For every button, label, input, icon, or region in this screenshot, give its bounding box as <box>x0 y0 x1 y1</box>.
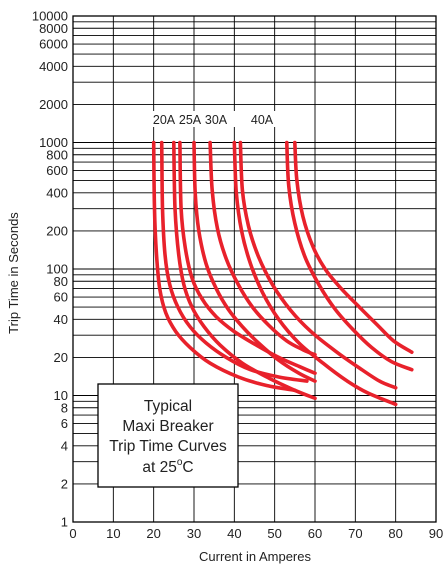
x-tick-label: 10 <box>106 526 120 541</box>
y-tick-label: 40 <box>54 312 68 327</box>
x-tick-label: 20 <box>146 526 160 541</box>
y-tick-label: 4000 <box>39 59 68 74</box>
y-tick-label: 2 <box>61 476 68 491</box>
y-tick-label: 8 <box>61 400 68 415</box>
y-tick-label: 20 <box>54 350 68 365</box>
y-tick-label: 600 <box>46 163 68 178</box>
x-tick-label: 40 <box>227 526 241 541</box>
annotation-line-3: Trip Time Curves <box>109 438 227 455</box>
trip-curve-30a <box>192 140 317 383</box>
series-labels: 20A 25A 30A 40A <box>140 111 282 127</box>
plot-frame <box>72 15 437 523</box>
x-tick-label: 50 <box>267 526 281 541</box>
series-label-30a: 30A <box>205 113 228 127</box>
y-tick-label: 10 <box>54 388 68 403</box>
y-tick-label: 8000 <box>39 21 68 36</box>
x-tick-label: 60 <box>308 526 322 541</box>
annotation-line-4-main: at 25 <box>142 459 176 476</box>
y-tick-label: 10000 <box>32 9 68 24</box>
y-tick-label: 100 <box>46 262 68 277</box>
series-label-25a: 25A <box>179 113 202 127</box>
y-tick-label: 80 <box>54 274 68 289</box>
y-tick-label: 6000 <box>39 37 68 52</box>
x-tick-label: 30 <box>187 526 201 541</box>
x-tick-label: 0 <box>69 526 76 541</box>
x-axis-label: Current in Amperes <box>199 549 311 564</box>
series-label-background <box>140 111 282 127</box>
annotation-line-2: Maxi Breaker <box>122 418 213 435</box>
trip-curve-40a <box>238 140 398 390</box>
x-tick-label: 90 <box>429 526 443 541</box>
y-tick-label: 4 <box>61 438 68 453</box>
series-label-20a: 20A <box>153 113 176 127</box>
annotation-line-1: Typical <box>144 398 192 415</box>
trip-curve-40a <box>293 140 414 354</box>
series-label-40a: 40A <box>251 113 274 127</box>
trip-curve-25a <box>172 140 317 401</box>
x-tick-label: 70 <box>348 526 362 541</box>
trip-curve-40a <box>232 140 398 407</box>
y-tick-label: 6 <box>61 416 68 431</box>
y-tick-label: 2000 <box>39 97 68 112</box>
annotation-degree-mark: o <box>177 457 183 468</box>
y-tick-label: 800 <box>46 147 68 162</box>
trip-curve-20a <box>151 140 297 393</box>
annotation-line-4-unit: C <box>182 459 193 476</box>
annotation-line-4: at 25oC <box>142 457 193 476</box>
trip-curves <box>151 140 414 407</box>
y-axis-label: Trip Time in Seconds <box>6 212 21 334</box>
trip-curve-30a <box>208 140 317 357</box>
x-axis-ticks: 0 10 20 30 40 50 60 70 80 90 <box>69 526 443 541</box>
trip-curve-40a <box>285 140 414 372</box>
trip-curve-25a <box>178 140 317 375</box>
y-tick-label: 1000 <box>39 135 68 150</box>
annotation-box: Typical Maxi Breaker Trip Time Curves at… <box>97 383 239 488</box>
y-tick-label: 1 <box>61 515 68 530</box>
y-tick-label: 60 <box>54 290 68 305</box>
x-tick-label: 80 <box>388 526 402 541</box>
y-tick-label: 200 <box>46 223 68 238</box>
y-tick-label: 400 <box>46 185 68 200</box>
